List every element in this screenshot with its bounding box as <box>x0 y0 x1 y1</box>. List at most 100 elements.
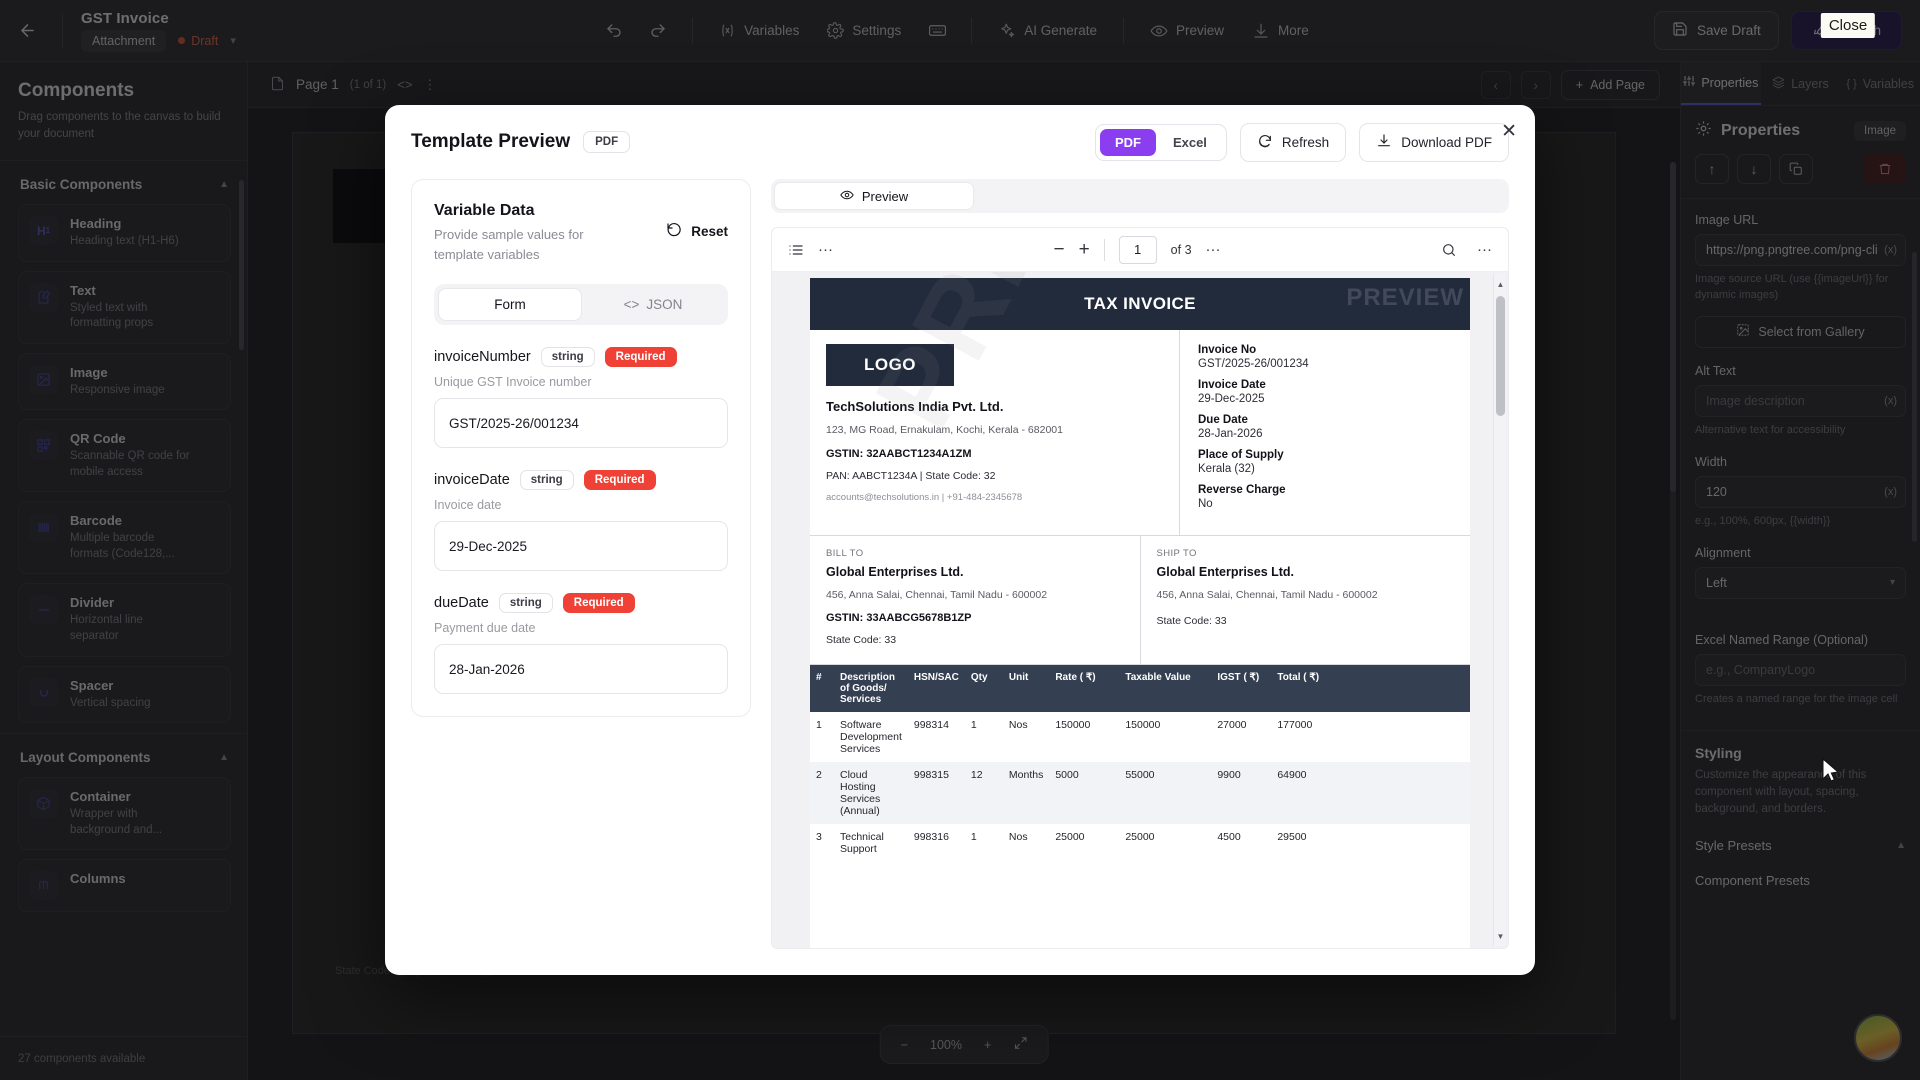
tab-preview[interactable]: Preview <box>774 182 974 210</box>
pdf-toolbar: ··· − + 1 of 3 ··· <box>772 228 1508 272</box>
tab-form-label: Form <box>494 297 526 312</box>
refresh-label: Refresh <box>1281 134 1330 150</box>
scroll-up-arrow-icon[interactable]: ▲ <box>1496 279 1505 289</box>
meta-key: Invoice Date <box>1198 379 1266 391</box>
zoom-out-button[interactable]: − <box>1053 238 1065 260</box>
due-date-input[interactable]: 28-Jan-2026 <box>434 644 728 694</box>
invoice-date-value: 29-Dec-2025 <box>449 538 528 554</box>
segment-excel[interactable]: Excel <box>1172 134 1207 150</box>
field-header: invoiceDate string Required <box>434 470 728 490</box>
close-icon[interactable]: ✕ <box>1501 121 1517 142</box>
bill-to-label: BILL TO <box>826 548 864 559</box>
logo-placeholder: LOGO <box>826 344 954 386</box>
pdf-scrollbar-thumb[interactable] <box>1496 296 1505 416</box>
ship-to-name: Global Enterprises Ltd. <box>1156 565 1295 579</box>
field-name: dueDate <box>434 595 489 611</box>
company-contact: accounts@techsolutions.in | +91-484-2345… <box>826 492 1023 503</box>
cell: 55000 <box>1119 762 1212 824</box>
invoice-number-input[interactable]: GST/2025-26/001234 <box>434 398 728 448</box>
invoice-header: TAX INVOICE PREVIEW <box>810 278 1470 330</box>
cell: Months <box>1002 762 1050 824</box>
cell: 2 <box>810 762 834 824</box>
page-number-input[interactable]: 1 <box>1118 235 1157 264</box>
table-head: # Description of Goods/ Services HSN/SAC… <box>810 665 1470 712</box>
meta-value: Kerala (32) <box>1198 463 1255 475</box>
field-description: Payment due date <box>434 621 536 635</box>
tab-json[interactable]: <> JSON <box>582 288 724 321</box>
field-type-badge: string <box>519 470 574 490</box>
download-pdf-button[interactable]: Download PDF <box>1359 122 1509 162</box>
reset-button[interactable]: Reset <box>666 222 728 241</box>
cell: 29500 <box>1277 831 1307 843</box>
scroll-down-arrow-icon[interactable]: ▼ <box>1496 931 1505 941</box>
bill-to-name: Global Enterprises Ltd. <box>826 565 964 579</box>
zoom-in-button[interactable]: + <box>1078 238 1090 260</box>
field-description: Unique GST Invoice number <box>434 375 592 389</box>
cell: 998316 <box>913 831 949 843</box>
variable-field-invoice-date: invoiceDate string Required Invoice date… <box>434 470 728 571</box>
cell: Cloud Hosting Services (Annual) <box>834 762 908 824</box>
modal-body: Variable Data Provide sample values for … <box>385 179 1535 975</box>
pdf-scrollbar[interactable]: ▲ ▼ <box>1493 274 1506 946</box>
variable-panel-tabs: Form <> JSON <box>434 284 728 325</box>
ship-to-label: SHIP TO <box>1156 548 1197 559</box>
table-row: 1 Software Development Services 998314 1… <box>810 712 1470 762</box>
meta-row-place-of-supply: Place of Supply Kerala (32) <box>1198 449 1454 475</box>
more-horizontal-icon[interactable]: ··· <box>818 241 833 258</box>
column-header: Rate ( ₹) <box>1049 665 1120 712</box>
meta-key: Due Date <box>1198 414 1248 426</box>
refresh-icon <box>1257 133 1273 152</box>
meta-value: 28-Jan-2026 <box>1198 428 1263 440</box>
field-required-badge: Required <box>583 470 656 490</box>
bill-to-address: 456, Anna Salai, Chennai, Tamil Nadu - 6… <box>826 589 1048 601</box>
meta-row-invoice-date: Invoice Date 29-Dec-2025 <box>1198 379 1454 405</box>
mouse-cursor <box>1822 757 1840 787</box>
search-icon[interactable] <box>1441 242 1457 258</box>
invoice-number-value: GST/2025-26/001234 <box>449 415 579 431</box>
page-total-label: of 3 <box>1170 242 1192 257</box>
column-header: Qty <box>964 665 1003 712</box>
company-pan: PAN: AABCT1234A | State Code: 32 <box>826 470 996 482</box>
cell: 1 <box>970 719 977 731</box>
table-header-row: # Description of Goods/ Services HSN/SAC… <box>810 665 1470 712</box>
variable-panel-header: Variable Data Provide sample values for … <box>434 202 728 264</box>
cell: 5000 <box>1049 762 1120 824</box>
segment-pdf[interactable]: PDF <box>1099 128 1156 156</box>
format-segmented-control: PDF Excel <box>1094 123 1227 161</box>
template-preview-modal: Template Preview PDF PDF Excel Refresh <box>385 105 1535 975</box>
variable-data-panel: Variable Data Provide sample values for … <box>411 179 751 717</box>
cell: 150000 <box>1055 719 1091 731</box>
bill-to-gstin: GSTIN: 33AABCG5678B1ZP <box>826 612 972 624</box>
meta-key: Invoice No <box>1198 344 1257 356</box>
format-chip: PDF <box>583 131 631 153</box>
field-header: invoiceNumber string Required <box>434 347 728 367</box>
cell: Software Development Services <box>840 719 902 755</box>
more-horizontal-icon[interactable]: ··· <box>1476 241 1492 258</box>
pdf-stage[interactable]: TAX INVOICE PREVIEW PREVIEW LOGO TechSol… <box>772 272 1508 948</box>
meta-value: 29-Dec-2025 <box>1198 393 1265 405</box>
table-body: 1 Software Development Services 998314 1… <box>810 712 1470 862</box>
invoice-top-section: LOGO TechSolutions India Pvt. Ltd. 123, … <box>810 330 1470 536</box>
meta-value: GST/2025-26/001234 <box>1198 358 1309 370</box>
tab-form[interactable]: Form <box>438 288 582 321</box>
preview-watermark-top: PREVIEW <box>1346 284 1464 311</box>
refresh-button[interactable]: Refresh <box>1239 122 1347 162</box>
list-view-icon[interactable] <box>788 242 804 258</box>
download-pdf-label: Download PDF <box>1401 134 1492 150</box>
bill-to-state-code: State Code: 33 <box>826 634 897 646</box>
variable-field-invoice-number: invoiceNumber string Required Unique GST… <box>434 347 728 448</box>
cell: Nos <box>1008 831 1028 843</box>
invoice-date-input[interactable]: 29-Dec-2025 <box>434 521 728 571</box>
column-header: HSN/SAC <box>907 665 965 712</box>
bill-to-block: BILL TO Global Enterprises Ltd. 456, Ann… <box>810 536 1141 664</box>
preview-panel: Preview ··· − + 1 of 3 <box>771 179 1509 949</box>
more-horizontal-icon[interactable]: ··· <box>1205 241 1221 258</box>
field-required-badge: Required <box>604 347 677 367</box>
column-header: Description of Goods/ Services <box>834 665 908 712</box>
invoice-document: TAX INVOICE PREVIEW PREVIEW LOGO TechSol… <box>810 272 1470 948</box>
variable-panel-subtitle: Provide sample values for template varia… <box>434 227 584 262</box>
field-name: invoiceDate <box>434 472 510 488</box>
cell: Technical Support <box>840 831 884 855</box>
cell: 12 <box>964 762 1003 824</box>
